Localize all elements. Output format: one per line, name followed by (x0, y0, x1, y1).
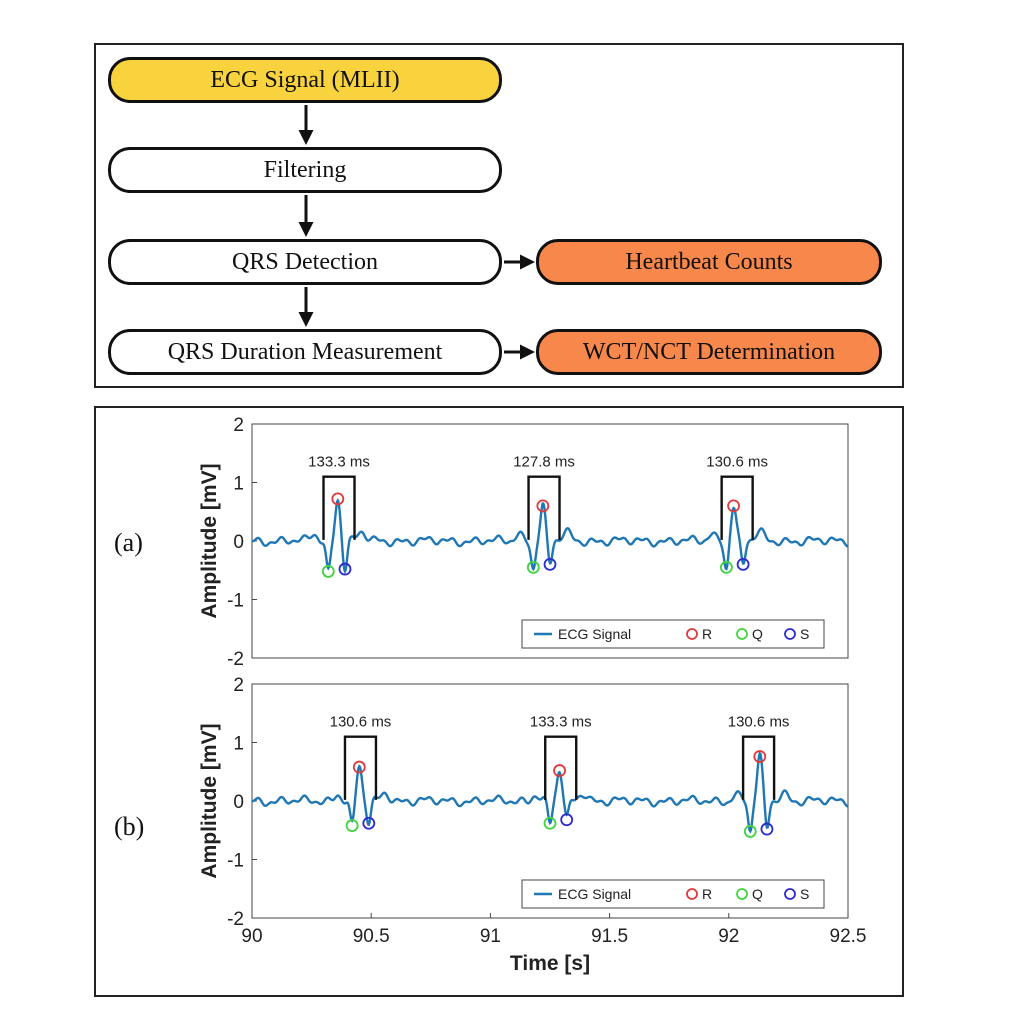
marker-q (543, 816, 557, 830)
x-tick-label: 90.5 (353, 926, 390, 947)
y-tick-label: 0 (233, 792, 244, 813)
ecg-charts: 2 1 0 -1 -2 Amplitude [mV] 133.3 ms 127.8 ms 130… (198, 415, 867, 975)
qrs-duration-bracket (544, 735, 578, 800)
marker-r (352, 760, 366, 774)
x-tick-label: 92.5 (830, 926, 867, 947)
qrs-duration-label: 130.6 ms (706, 454, 768, 471)
y-tick-label: 2 (233, 415, 244, 436)
panel-label-a: (a) (114, 528, 143, 557)
legend-label-q: Q (752, 886, 763, 902)
marker-q (720, 560, 733, 574)
marker-q (743, 825, 757, 838)
marker-r (727, 499, 740, 513)
marker-q (345, 819, 359, 832)
filtering-node: Filtering (108, 147, 502, 193)
y-tick-label: 1 (233, 734, 244, 755)
ecg-signal-line (251, 498, 849, 575)
marker-s (736, 557, 750, 571)
legend-marker-q (736, 628, 748, 640)
legend-label-r: R (702, 626, 712, 642)
marker-s (543, 557, 557, 571)
y-axis-label: Amplitude [mV] (198, 463, 221, 618)
qrs-duration-bracket (720, 475, 754, 540)
marker-r (331, 492, 345, 506)
legend-label-r: R (702, 886, 712, 902)
legend-label-ecg: ECG Signal (558, 626, 631, 642)
qrs-duration-bracket (741, 735, 776, 800)
qrs-duration-label: 127.8 ms (513, 454, 575, 471)
qrs-duration-label: 133.3 ms (530, 714, 592, 731)
y-axis-label: Amplitude [mV] (198, 723, 221, 878)
marker-q (321, 565, 335, 578)
qrs-duration-label: 130.6 ms (728, 714, 790, 731)
marker-s (338, 562, 352, 576)
legend-marker-s (784, 888, 796, 900)
x-tick-label: 91 (480, 926, 501, 947)
legend-label-ecg: ECG Signal (558, 886, 631, 902)
marker-q (526, 560, 540, 574)
y-tick-label: 1 (233, 474, 244, 495)
ecg-signal-line (251, 751, 849, 834)
marker-r (536, 499, 550, 513)
y-tick-label: -2 (227, 909, 244, 930)
legend-box (521, 879, 825, 909)
marker-s (560, 813, 574, 827)
marker-s (760, 822, 774, 836)
qrs-duration-bracket (343, 735, 378, 800)
ecg-signal-node: ECG Signal (MLII) (108, 57, 502, 103)
qrs-duration-bracket (322, 475, 356, 540)
x-tick-label: 91.5 (591, 926, 628, 947)
y-tick-label: 2 (233, 675, 244, 696)
plots-panel: (a) (b) 2 1 0 -1 -2 Amplitude [mV] 133.3 ms 127… (94, 406, 904, 997)
qrs-detection-node: QRS Detection (108, 239, 502, 285)
wct-nct-node: WCT/NCT Determination (536, 329, 882, 375)
legend-label-s: S (800, 626, 809, 642)
legend-marker-r (686, 888, 698, 900)
qrs-duration-label: 130.6 ms (330, 714, 392, 731)
marker-r (553, 764, 566, 777)
x-axis-label: Time [s] (510, 952, 590, 975)
x-tick-label: 90 (241, 926, 262, 947)
legend-marker-r (686, 628, 698, 640)
marker-s (362, 816, 376, 830)
legend-marker-q (736, 888, 748, 900)
legend-label-s: S (800, 886, 809, 902)
panel-label-b: (b) (114, 812, 145, 841)
y-tick-label: -2 (227, 649, 244, 670)
legend-marker-s (784, 628, 796, 640)
marker-r (753, 750, 767, 763)
y-tick-label: 0 (233, 532, 244, 553)
y-tick-label: -1 (227, 591, 244, 612)
qrs-duration-node: QRS Duration Measurement (108, 329, 502, 375)
qrs-duration-bracket (527, 475, 561, 540)
heartbeat-counts-node: Heartbeat Counts (536, 239, 882, 285)
legend-label-q: Q (752, 626, 763, 642)
flowchart-panel: ECG Signal (MLII) Filtering QRS Detectio… (94, 43, 904, 388)
x-tick-label: 92 (718, 926, 739, 947)
legend-box (521, 619, 825, 649)
qrs-duration-label: 133.3 ms (308, 454, 370, 471)
y-tick-label: -1 (227, 851, 244, 872)
